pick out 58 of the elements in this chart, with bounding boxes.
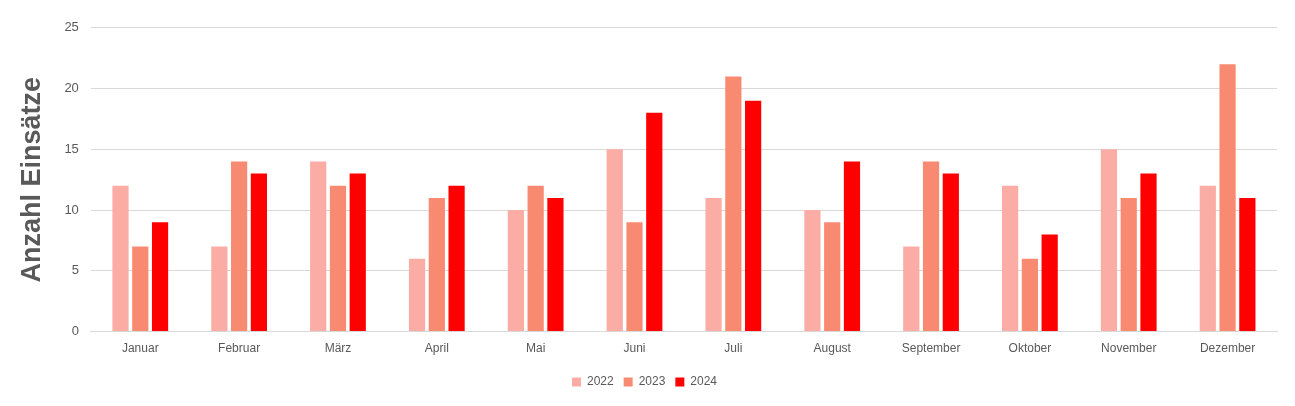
bar (903, 246, 920, 332)
x-tick-label: April (424, 341, 449, 356)
bar (151, 222, 169, 332)
bar (408, 258, 426, 332)
bar (448, 185, 465, 332)
bar (922, 161, 940, 332)
bar (705, 197, 722, 332)
bar (1041, 234, 1058, 332)
bar (231, 161, 248, 332)
bar (547, 197, 564, 332)
bar (745, 100, 762, 332)
legend-label: 2024 (690, 374, 718, 389)
x-tick-label: Dezember (1199, 341, 1256, 356)
x-tick-label: August (813, 341, 852, 356)
bar (804, 210, 821, 332)
bar (606, 149, 623, 332)
x-tick-label: März (324, 341, 352, 356)
bar (1100, 149, 1118, 332)
x-tick-label: Januar (121, 341, 159, 356)
bar (507, 210, 524, 332)
bar (646, 112, 663, 332)
bar (725, 76, 742, 332)
x-tick-label: September (901, 341, 961, 356)
bar (527, 185, 544, 332)
bar (1002, 185, 1019, 332)
y-axis-title: Anzahl Einsätze (15, 76, 46, 283)
legend-label: 2023 (638, 374, 666, 389)
x-tick-label: Februar (218, 341, 261, 356)
bar (211, 246, 228, 332)
bar (250, 173, 267, 332)
bar (428, 197, 445, 332)
bar (112, 185, 129, 332)
bar (1199, 185, 1216, 332)
y-tick-label: 20 (64, 80, 79, 96)
bar (132, 246, 149, 332)
bar (1120, 197, 1137, 332)
x-tick-label: November (1101, 341, 1157, 356)
y-tick-label: 15 (64, 140, 79, 156)
x-tick-label: Juli (724, 341, 743, 356)
legend-label: 2022 (586, 374, 614, 389)
bar (824, 222, 841, 332)
bar (1021, 258, 1038, 332)
x-tick-label: Oktober (1008, 341, 1052, 356)
y-tick-label: 25 (64, 19, 79, 35)
bar (1239, 197, 1256, 332)
x-tick-label: Mai (525, 341, 546, 356)
x-tick-label: Juni (623, 341, 646, 356)
bar (310, 161, 327, 332)
y-tick-label: 0 (71, 323, 79, 339)
y-tick-label: 5 (71, 262, 79, 278)
bar (1140, 173, 1157, 332)
y-tick-label: 10 (64, 201, 79, 217)
bar (349, 173, 366, 332)
bar (1219, 64, 1236, 332)
bar (626, 222, 643, 332)
bar (843, 161, 861, 332)
bar (329, 185, 347, 332)
bar (942, 173, 959, 332)
